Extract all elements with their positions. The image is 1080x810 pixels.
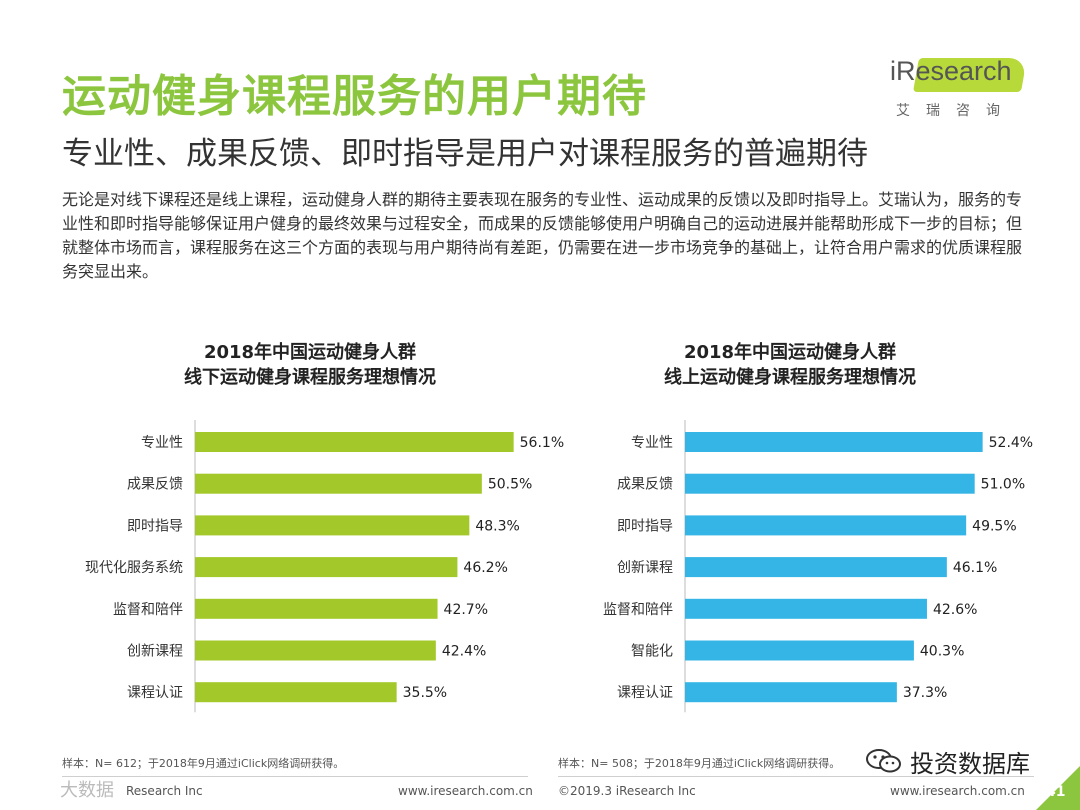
page-subtitle: 专业性、成果反馈、即时指导是用户对课程服务的普遍期待 (62, 136, 868, 172)
online-category-label: 即时指导 (617, 518, 673, 534)
offline-bar (195, 598, 438, 619)
offline-bar (195, 432, 514, 452)
offline-chart-title-line1: 2018年中国运动健身人群 (203, 342, 417, 363)
online-bar (685, 432, 983, 452)
footer-brand-left: Research Inc (126, 784, 203, 798)
offline-category-label: 专业性 (141, 435, 183, 451)
online-category-label: 监督和陪伴 (603, 602, 673, 618)
online-value-label: 37.3% (903, 685, 947, 701)
offline-category-label: 创新课程 (127, 644, 183, 660)
offline-bar (195, 640, 436, 661)
online-category-label: 专业性 (631, 435, 673, 451)
offline-bar (195, 557, 458, 578)
offline-value-label: 46.2% (463, 560, 507, 576)
logo-wordmark: iResearch (890, 56, 1012, 87)
logo-text: iResearch (890, 56, 1012, 86)
logo-chinese-text: 艾瑞咨询 (896, 103, 1016, 119)
online-bar (685, 682, 897, 703)
offline-chart-title-line2: 线下运动健身课程服务理想情况 (184, 367, 436, 388)
online-category-label: 智能化 (631, 644, 673, 660)
online-bar (685, 473, 975, 494)
online-value-label: 40.3% (920, 644, 964, 660)
online-value-label: 51.0% (981, 477, 1025, 493)
wechat-icon (866, 749, 901, 773)
offline-value-label: 35.5% (403, 685, 447, 701)
footer-url-left: www.iresearch.com.cn (398, 784, 533, 798)
offline-category-label: 成果反馈 (127, 477, 183, 493)
online-bar (685, 557, 947, 578)
iresearch-logo: iResearch 艾瑞咨询 (890, 56, 1030, 126)
page-title: 运动健身课程服务的用户期待 (62, 71, 647, 122)
online-chart-title: 2018年中国运动健身人群 线上运动健身课程服务理想情况 (590, 340, 990, 390)
online-value-label: 49.5% (972, 518, 1016, 534)
offline-bar (195, 473, 482, 494)
offline-category-label: 监督和陪伴 (113, 602, 183, 618)
page-number-corner (1036, 766, 1080, 810)
footer-divider-left (62, 776, 528, 777)
online-category-label: 成果反馈 (617, 477, 673, 493)
offline-bar (195, 515, 470, 536)
offline-chart-title: 2018年中国运动健身人群 线下运动健身课程服务理想情况 (110, 340, 510, 390)
online-value-label: 52.4% (989, 435, 1033, 451)
online-value-label: 46.1% (953, 560, 997, 576)
offline-bar (195, 682, 397, 703)
offline-value-label: 42.4% (442, 644, 486, 660)
offline-value-label: 48.3% (475, 518, 519, 534)
online-chart-title-line1: 2018年中国运动健身人群 (683, 342, 897, 363)
offline-value-label: 50.5% (488, 477, 532, 493)
offline-category-label: 现代化服务系统 (85, 560, 183, 576)
online-value-label: 42.6% (933, 602, 977, 618)
online-bar-chart: 专业性 52.4% 成果反馈 51.0% 即时指导 49.5% 创新课程 46.1% 监督和陪伴… (603, 420, 1033, 713)
offline-value-label: 56.1% (520, 435, 564, 451)
footer-divider-right (558, 776, 1034, 777)
description-paragraph: 无论是对线下课程还是线上课程，运动健身人群的期待主要表现在服务的专业性、运动成果… (62, 190, 1023, 281)
offline-sample-note: 样本：N= 612；于2018年9月通过iClick网络调研获得。 (62, 757, 345, 770)
watermark-right: 投资数据库 (910, 750, 1030, 778)
footer-url-right: www.iresearch.com.cn (890, 784, 1025, 798)
online-category-label: 课程认证 (617, 685, 673, 701)
online-bar (685, 640, 914, 661)
online-bar (685, 515, 967, 536)
offline-value-label: 42.7% (444, 602, 488, 618)
watermark-left: 大数据 (60, 780, 114, 801)
online-chart-title-line2: 线上运动健身课程服务理想情况 (664, 367, 916, 388)
online-bar (685, 598, 927, 619)
online-category-label: 创新课程 (617, 560, 673, 576)
footer-copyright: ©2019.3 iResearch Inc (558, 784, 696, 798)
page-number: 41 (1046, 784, 1066, 800)
offline-category-label: 即时指导 (127, 518, 183, 534)
offline-category-label: 课程认证 (127, 685, 183, 701)
offline-bar-chart: 专业性 56.1% 成果反馈 50.5% 即时指导 48.3% 现代化服务系统 46.2% 监督… (85, 420, 564, 713)
online-sample-note: 样本：N= 508；于2018年9月通过iClick网络调研获得。 (558, 757, 841, 770)
